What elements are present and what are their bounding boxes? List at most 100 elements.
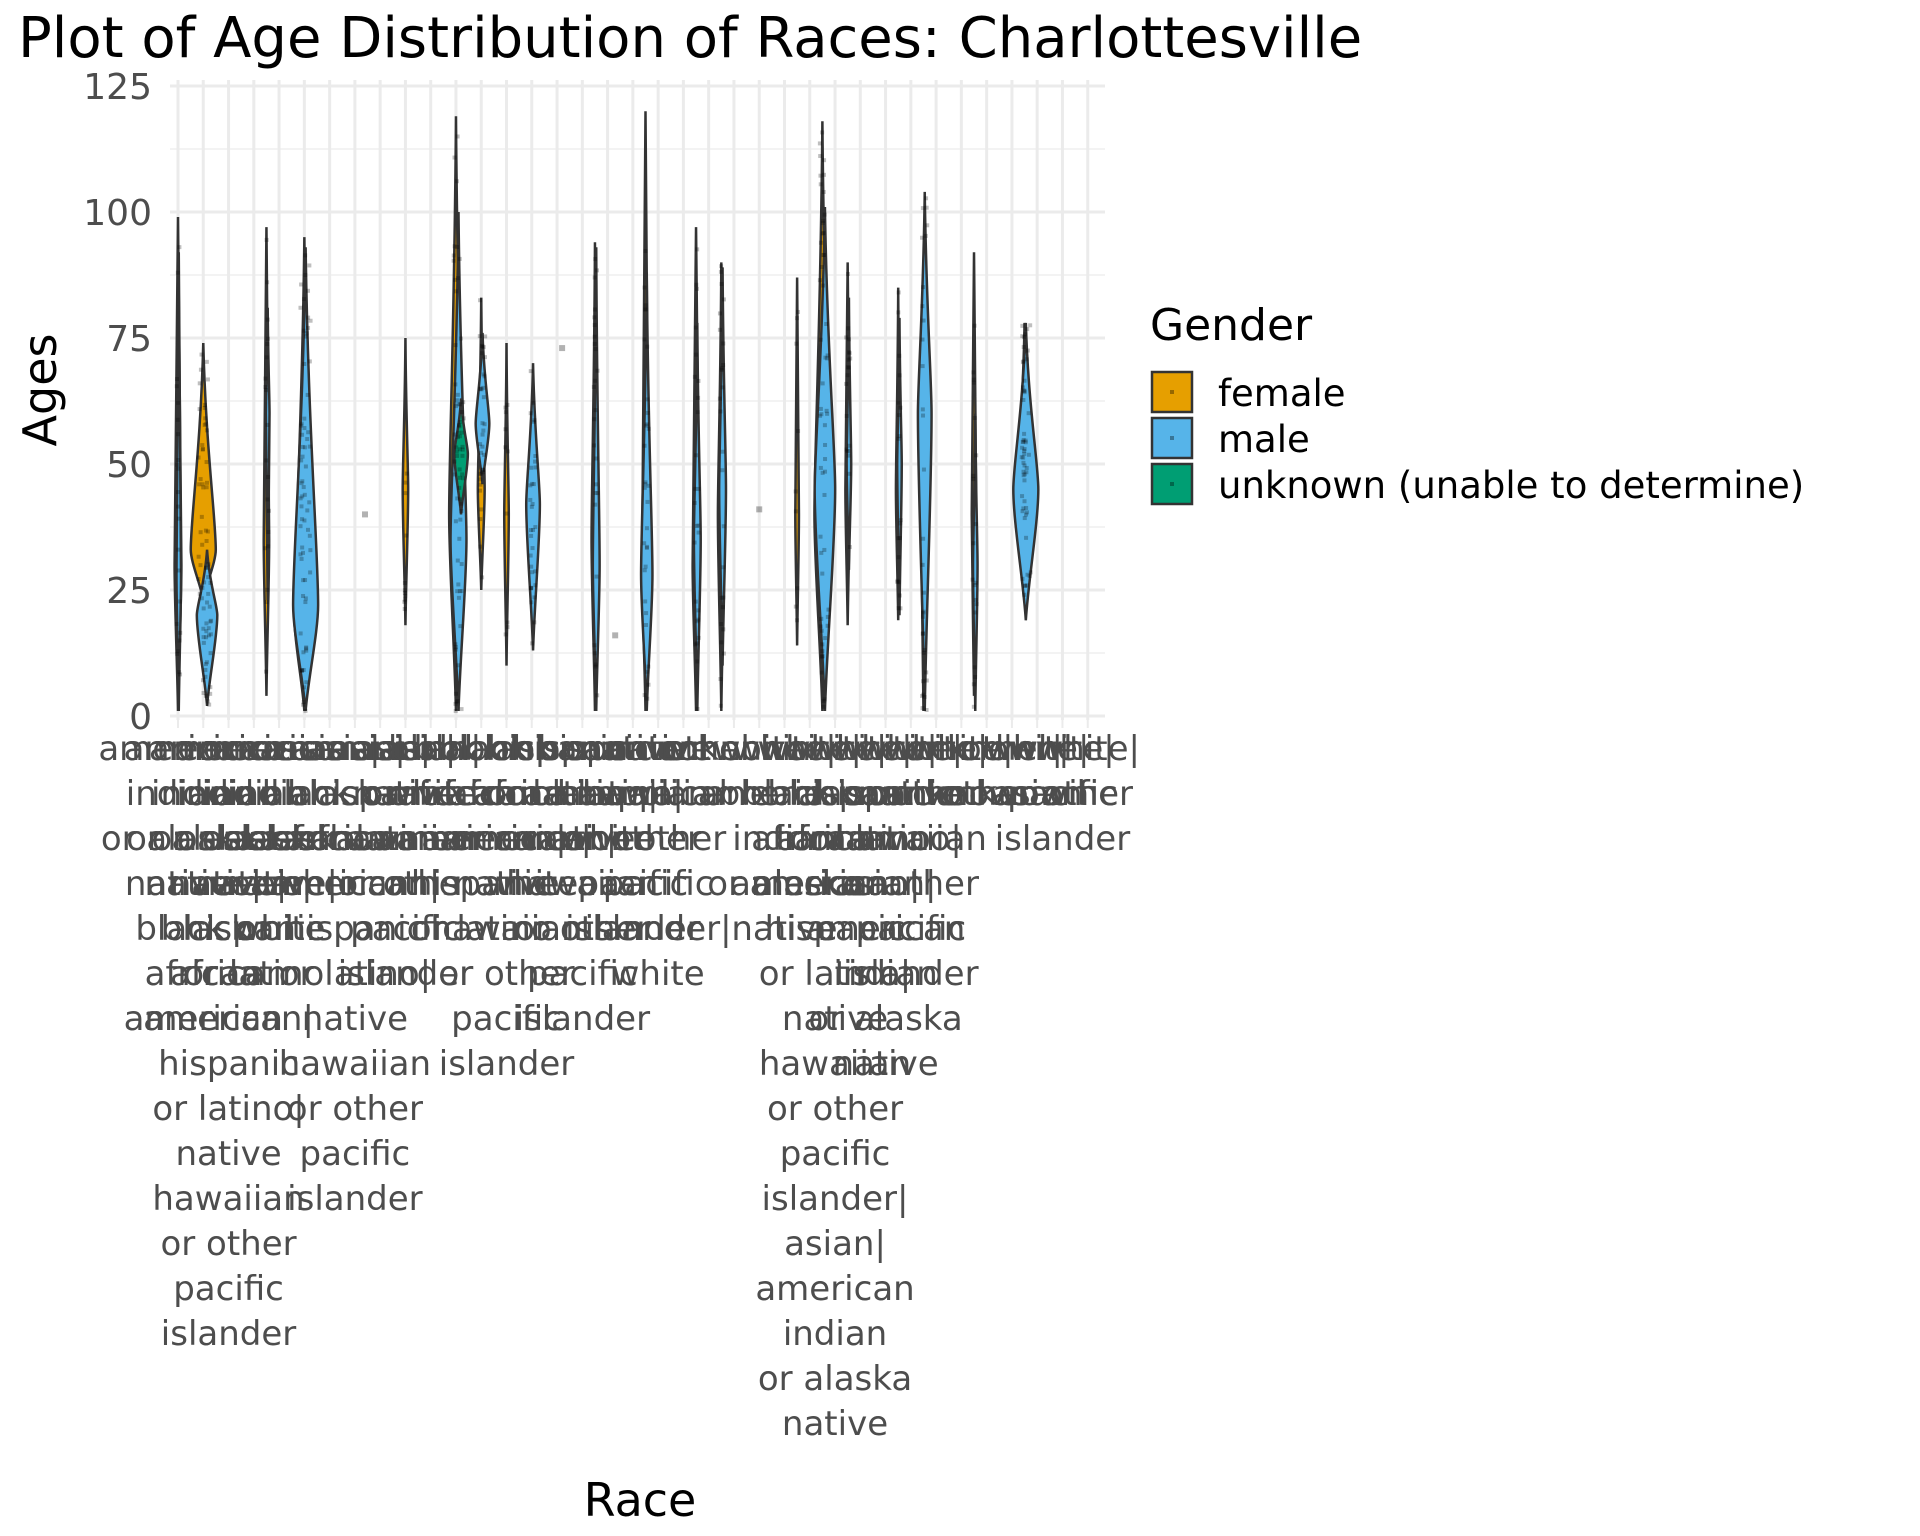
data-point — [197, 591, 202, 596]
data-point — [299, 668, 304, 673]
data-point — [459, 707, 464, 712]
x-tick-label: white| black or african american| hispanic or… — [750, 729, 921, 1444]
data-point — [696, 378, 701, 383]
data-point — [481, 470, 486, 475]
data-point — [202, 423, 207, 428]
data-point — [457, 402, 462, 407]
data-point — [205, 699, 210, 704]
x-tick-label: black or african american| white — [446, 729, 617, 904]
data-point — [533, 583, 538, 588]
data-point — [176, 466, 181, 471]
data-point — [896, 290, 901, 295]
data-point — [199, 596, 204, 601]
data-point — [208, 619, 213, 624]
data-point — [177, 670, 182, 675]
data-point — [300, 517, 305, 522]
data-point — [642, 568, 647, 573]
data-point — [204, 428, 209, 433]
data-point — [646, 682, 651, 687]
data-point — [205, 377, 210, 382]
data-point — [451, 253, 456, 258]
data-point — [300, 432, 305, 437]
data-point — [196, 577, 201, 582]
data-point — [821, 230, 826, 235]
data-point — [821, 704, 826, 709]
data-point — [971, 704, 976, 709]
data-point — [529, 585, 534, 590]
data-point — [208, 580, 213, 585]
data-point — [533, 459, 538, 464]
data-point — [793, 509, 798, 514]
data-point — [820, 642, 825, 647]
data-point — [533, 525, 538, 530]
data-point — [200, 447, 205, 452]
data-point — [822, 172, 827, 177]
data-point — [972, 665, 977, 670]
data-point — [972, 323, 977, 328]
data-point — [1024, 470, 1029, 475]
data-point — [1024, 512, 1029, 517]
data-point — [532, 418, 537, 423]
data-point — [479, 351, 484, 356]
x-tick-label: white| other — [1035, 729, 1140, 814]
violin-male — [195, 549, 219, 707]
data-point — [456, 402, 461, 407]
data-point — [1020, 494, 1025, 499]
data-point — [480, 344, 485, 349]
data-point — [530, 502, 535, 507]
x-tick-label: native hawaiian or other pacific islander| wh… — [582, 729, 734, 994]
data-point — [453, 519, 458, 524]
data-point — [302, 416, 307, 421]
data-point — [821, 283, 826, 288]
data-point — [1027, 574, 1032, 579]
data-point — [898, 518, 903, 523]
data-point — [304, 646, 309, 651]
data-point — [1020, 360, 1025, 365]
data-point — [481, 428, 486, 433]
data-point — [1022, 378, 1027, 383]
data-point — [301, 578, 306, 583]
data-point — [301, 650, 306, 655]
data-point — [528, 483, 533, 488]
data-point — [696, 635, 701, 640]
data-point — [404, 533, 409, 538]
data-point — [301, 485, 306, 490]
data-point — [303, 600, 308, 605]
data-point — [175, 417, 180, 422]
data-point — [796, 429, 801, 434]
data-point — [455, 589, 460, 594]
data-point — [208, 691, 213, 696]
data-point — [478, 482, 483, 487]
data-point — [719, 640, 724, 645]
data-point — [922, 695, 927, 700]
data-point — [482, 452, 487, 457]
data-point — [718, 409, 723, 414]
data-point — [1024, 465, 1029, 470]
data-point — [306, 315, 311, 320]
data-point — [453, 289, 458, 294]
data-point — [696, 530, 701, 535]
data-point — [593, 664, 598, 669]
data-point — [1020, 385, 1025, 390]
data-point — [454, 179, 459, 184]
data-point — [504, 511, 509, 516]
data-point — [403, 593, 408, 598]
data-point — [533, 454, 538, 459]
data-point — [481, 345, 486, 350]
data-point — [721, 651, 726, 656]
data-point — [264, 355, 269, 360]
data-point — [456, 582, 461, 587]
data-point — [265, 317, 270, 322]
data-point — [847, 351, 852, 356]
data-point — [819, 550, 824, 555]
data-point — [972, 583, 977, 588]
data-point — [924, 678, 929, 683]
data-point — [924, 196, 929, 201]
data-point — [300, 668, 305, 673]
data-point — [199, 352, 204, 357]
data-point — [478, 471, 483, 476]
data-point — [303, 464, 308, 469]
data-point — [818, 154, 823, 159]
data-point — [974, 580, 979, 585]
data-point — [924, 707, 929, 712]
